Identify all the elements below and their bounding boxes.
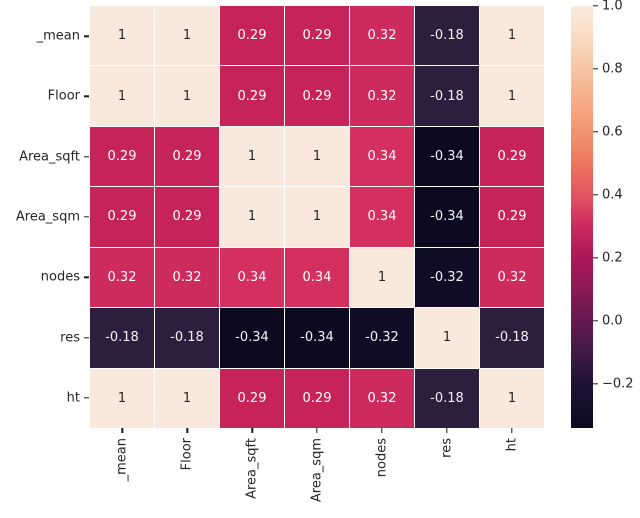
colorbar-tick-mark xyxy=(593,257,598,259)
y-tick-mark xyxy=(84,216,89,218)
heatmap-cell: 1 xyxy=(90,368,154,428)
x-tick-label: Area_sqft xyxy=(244,438,260,499)
colorbar-tick-label: 0.6 xyxy=(602,124,623,140)
heatmap-cell: 0.29 xyxy=(285,66,349,126)
heatmap-cell: 0.29 xyxy=(90,126,154,187)
heatmap-cell: 0.32 xyxy=(90,247,154,308)
heatmap-cell: 1 xyxy=(480,6,544,66)
x-tick-label: nodes xyxy=(374,438,390,478)
colorbar-tick-label: −0.2 xyxy=(602,376,634,392)
heatmap-cell: 0.29 xyxy=(220,6,284,66)
heatmap-cell: 1 xyxy=(155,368,219,428)
colorbar-tick-label: 0.2 xyxy=(602,250,623,266)
y-tick-label: ht xyxy=(66,390,80,406)
x-tick-mark xyxy=(186,428,188,433)
heatmap-cell: 0.29 xyxy=(285,368,349,428)
heatmap-cell: 1 xyxy=(90,6,154,66)
heatmap-cell: 0.32 xyxy=(350,368,414,428)
y-tick-label: Area_sqft xyxy=(19,149,80,165)
heatmap-cell: -0.34 xyxy=(220,308,284,368)
y-tick-label: res xyxy=(60,330,80,346)
heatmap-cell: 0.34 xyxy=(350,126,414,187)
heatmap-cell: 0.29 xyxy=(220,66,284,126)
heatmap-cell: 1 xyxy=(415,308,479,368)
heatmap-cell: 0.29 xyxy=(155,187,219,247)
x-tick-label: Floor xyxy=(179,438,195,471)
y-tick-label: Area_sqm xyxy=(15,209,80,225)
x-tick-label: ht xyxy=(504,438,520,452)
colorbar-tick-mark xyxy=(593,68,598,70)
heatmap-cell: 1 xyxy=(285,187,349,247)
heatmap-cell: -0.18 xyxy=(415,66,479,126)
heatmap-cell: 0.29 xyxy=(285,6,349,66)
heatmap-cell: 0.29 xyxy=(90,187,154,247)
x-tick-label: Area_sqm xyxy=(309,438,325,503)
heatmap-cell: 0.29 xyxy=(480,126,544,187)
y-tick-label: _mean xyxy=(36,28,80,44)
heatmap-cell: 1 xyxy=(155,66,219,126)
heatmap-cell: -0.18 xyxy=(480,308,544,368)
heatmap-cell: -0.34 xyxy=(415,187,479,247)
y-tick-label: nodes xyxy=(40,269,80,285)
heatmap-cell: -0.18 xyxy=(90,308,154,368)
colorbar-tick-label: 0.4 xyxy=(602,187,623,203)
heatmap-cell: -0.34 xyxy=(415,126,479,187)
heatmap-cell: 0.29 xyxy=(480,187,544,247)
heatmap-cell: 0.32 xyxy=(480,247,544,308)
x-tick-mark xyxy=(446,428,448,433)
heatmap-grid: 1 1 0.29 0.29 0.32 -0.18 1 1 1 0.29 0.29 0.32 -0.18 1… xyxy=(90,6,544,428)
heatmap-cell: 0.34 xyxy=(220,247,284,308)
heatmap-cell: 0.34 xyxy=(285,247,349,308)
heatmap-cell: -0.34 xyxy=(285,308,349,368)
y-tick-mark xyxy=(84,397,89,399)
y-tick-mark xyxy=(84,276,89,278)
heatmap-cell: 1 xyxy=(220,126,284,187)
x-tick-mark xyxy=(121,428,124,433)
x-tick-label: res xyxy=(439,438,455,458)
heatmap-cell: 1 xyxy=(350,247,414,308)
heatmap-cell: 1 xyxy=(155,6,219,66)
y-tick-mark xyxy=(84,336,89,339)
y-tick-mark xyxy=(84,35,89,37)
heatmap-cell: 1 xyxy=(220,187,284,247)
heatmap-cell: 0.29 xyxy=(155,126,219,187)
heatmap-cell: -0.32 xyxy=(415,247,479,308)
x-tick-mark xyxy=(251,428,253,433)
heatmap-cell: 0.34 xyxy=(350,187,414,247)
heatmap-cell: -0.18 xyxy=(415,6,479,66)
x-tick-mark xyxy=(316,428,318,433)
colorbar-tick-mark xyxy=(593,131,598,133)
x-tick-label: _mean xyxy=(114,438,130,482)
heatmap-cell: -0.18 xyxy=(155,308,219,368)
colorbar-tick-mark xyxy=(593,5,598,7)
y-tick-mark xyxy=(84,95,89,98)
colorbar-tick-mark xyxy=(593,320,598,322)
heatmap-cell: -0.18 xyxy=(415,368,479,428)
heatmap-cell: 1 xyxy=(90,66,154,126)
colorbar-tick-mark xyxy=(593,194,598,196)
heatmap-cell: 1 xyxy=(285,126,349,187)
heatmap-cell: 1 xyxy=(480,368,544,428)
colorbar-tick-label: 0.8 xyxy=(602,61,623,77)
heatmap-cell: 1 xyxy=(480,66,544,126)
colorbar-gradient xyxy=(571,6,593,428)
heatmap-cell: 0.32 xyxy=(350,6,414,66)
heatmap-cell: 0.32 xyxy=(155,247,219,308)
y-tick-mark xyxy=(84,156,89,158)
colorbar-tick-mark xyxy=(593,383,598,385)
heatmap-cell: -0.32 xyxy=(350,308,414,368)
heatmap-cell: 0.32 xyxy=(350,66,414,126)
colorbar-tick-label: 0.0 xyxy=(602,313,623,329)
y-tick-label: Floor xyxy=(47,88,80,104)
colorbar-tick-label: 1.0 xyxy=(602,0,623,14)
x-tick-mark xyxy=(381,428,383,433)
heatmap-cell: 0.29 xyxy=(220,368,284,428)
x-tick-mark xyxy=(510,428,513,433)
